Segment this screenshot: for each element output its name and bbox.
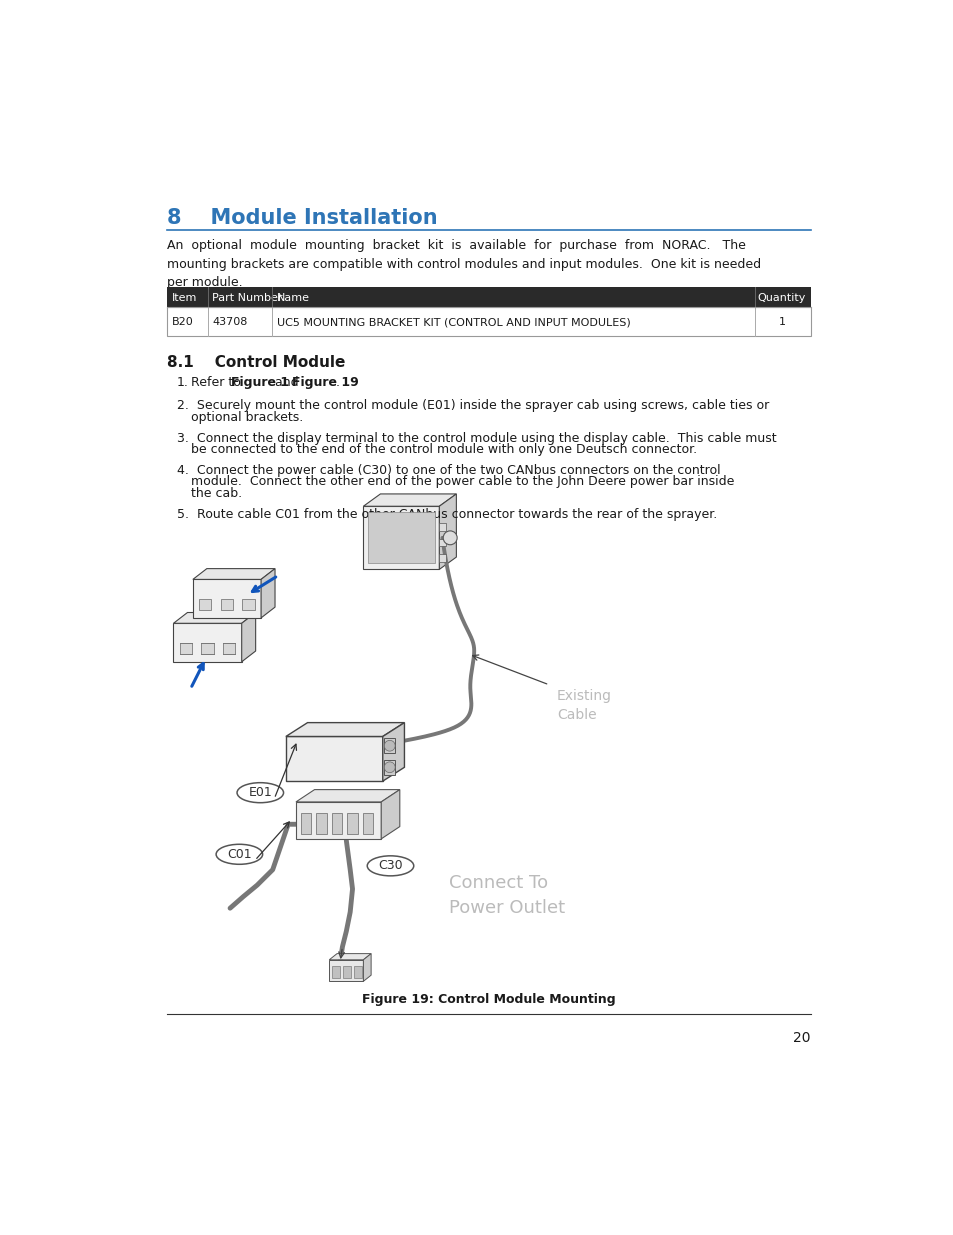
Bar bbox=[199, 599, 212, 610]
Bar bbox=[167, 306, 810, 336]
Polygon shape bbox=[363, 953, 371, 982]
Text: Figure 1: Figure 1 bbox=[231, 377, 289, 389]
Polygon shape bbox=[193, 579, 261, 618]
Ellipse shape bbox=[236, 783, 283, 803]
Bar bbox=[439, 538, 445, 546]
Text: .: . bbox=[335, 377, 339, 389]
Bar bbox=[439, 524, 445, 531]
Bar bbox=[347, 813, 357, 835]
Polygon shape bbox=[261, 568, 274, 618]
Bar bbox=[300, 813, 311, 835]
Text: B20: B20 bbox=[172, 317, 193, 327]
Circle shape bbox=[384, 740, 395, 751]
Text: 3.  Connect the display terminal to the control module using the display cable. : 3. Connect the display terminal to the c… bbox=[176, 431, 776, 445]
Bar bbox=[315, 813, 327, 835]
Polygon shape bbox=[295, 789, 399, 802]
Text: 4.  Connect the power cable (C30) to one of the two CANbus connectors on the con: 4. Connect the power cable (C30) to one … bbox=[176, 464, 720, 477]
Bar bbox=[354, 966, 361, 978]
Polygon shape bbox=[173, 613, 255, 624]
Polygon shape bbox=[329, 953, 371, 960]
Text: Name: Name bbox=[276, 293, 310, 303]
Bar bbox=[167, 287, 810, 306]
Text: 8.1    Control Module: 8.1 Control Module bbox=[167, 354, 345, 369]
Text: 8    Module Installation: 8 Module Installation bbox=[167, 209, 437, 228]
Text: 20: 20 bbox=[792, 1031, 810, 1045]
Text: Refer to: Refer to bbox=[191, 377, 244, 389]
Text: 5.  Route cable C01 from the other CANbus connector towards the rear of the spra: 5. Route cable C01 from the other CANbus… bbox=[176, 508, 716, 521]
Text: Quantity: Quantity bbox=[757, 293, 805, 303]
Text: 1: 1 bbox=[779, 317, 785, 327]
Text: E01: E01 bbox=[248, 787, 272, 799]
Text: C30: C30 bbox=[377, 860, 402, 872]
Bar bbox=[220, 599, 233, 610]
Bar bbox=[384, 760, 395, 776]
Bar bbox=[332, 813, 342, 835]
Circle shape bbox=[384, 762, 395, 773]
Bar bbox=[362, 813, 373, 835]
Polygon shape bbox=[286, 736, 382, 782]
Polygon shape bbox=[193, 568, 274, 579]
Text: Figure 19: Figure 19 bbox=[292, 377, 358, 389]
Polygon shape bbox=[295, 802, 381, 839]
Text: Item: Item bbox=[172, 293, 197, 303]
Text: module.  Connect the other end of the power cable to the John Deere power bar in: module. Connect the other end of the pow… bbox=[191, 475, 733, 489]
Circle shape bbox=[443, 531, 456, 545]
Text: Part Number: Part Number bbox=[212, 293, 282, 303]
Bar bbox=[439, 555, 445, 562]
Polygon shape bbox=[286, 722, 404, 736]
Ellipse shape bbox=[216, 845, 262, 864]
Text: An  optional  module  mounting  bracket  kit  is  available  for  purchase  from: An optional module mounting bracket kit … bbox=[167, 240, 760, 289]
Text: 2.  Securely mount the control module (E01) inside the sprayer cab using screws,: 2. Securely mount the control module (E0… bbox=[176, 399, 768, 412]
Text: Connect To
Power Outlet: Connect To Power Outlet bbox=[448, 873, 564, 916]
Text: 43708: 43708 bbox=[212, 317, 248, 327]
Polygon shape bbox=[363, 506, 439, 569]
Bar bbox=[242, 599, 254, 610]
Polygon shape bbox=[439, 494, 456, 569]
Text: and: and bbox=[271, 377, 302, 389]
Text: optional brackets.: optional brackets. bbox=[191, 411, 302, 424]
Text: 1.: 1. bbox=[176, 377, 189, 389]
Polygon shape bbox=[381, 789, 399, 839]
Bar bbox=[368, 513, 435, 563]
Bar bbox=[179, 642, 192, 655]
Bar bbox=[332, 966, 340, 978]
Polygon shape bbox=[241, 613, 255, 662]
Text: Existing
Cable: Existing Cable bbox=[557, 689, 612, 722]
Polygon shape bbox=[363, 494, 456, 506]
Bar bbox=[223, 642, 235, 655]
Bar bbox=[384, 739, 395, 753]
Text: UC5 MOUNTING BRACKET KIT (CONTROL AND INPUT MODULES): UC5 MOUNTING BRACKET KIT (CONTROL AND IN… bbox=[276, 317, 630, 327]
Polygon shape bbox=[173, 624, 241, 662]
Text: be connected to the end of the control module with only one Deutsch connector.: be connected to the end of the control m… bbox=[191, 443, 696, 456]
Text: C01: C01 bbox=[227, 847, 252, 861]
Ellipse shape bbox=[367, 856, 414, 876]
Polygon shape bbox=[382, 722, 404, 782]
Bar bbox=[343, 966, 351, 978]
Text: the cab.: the cab. bbox=[191, 487, 241, 500]
Text: Figure 19: Control Module Mounting: Figure 19: Control Module Mounting bbox=[362, 993, 615, 1005]
Polygon shape bbox=[329, 960, 363, 982]
Bar bbox=[201, 642, 213, 655]
